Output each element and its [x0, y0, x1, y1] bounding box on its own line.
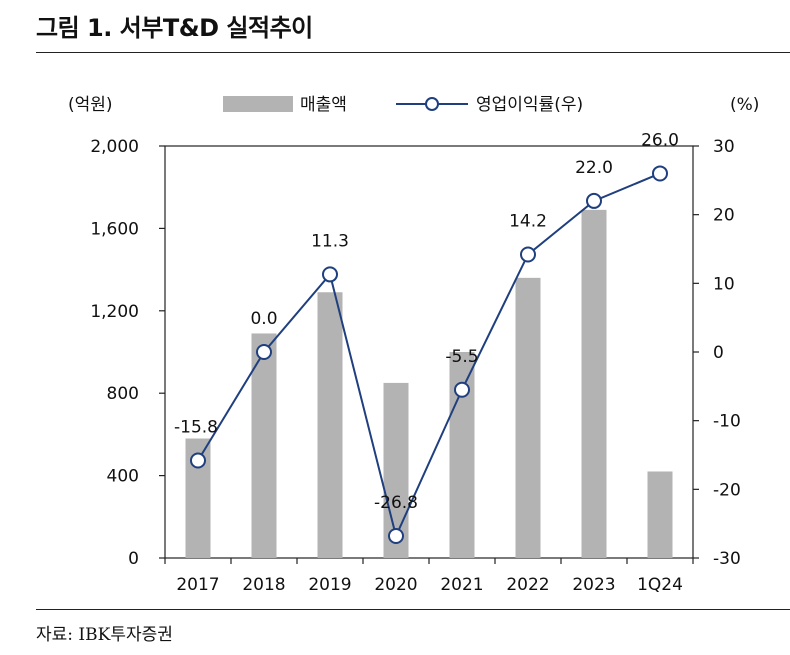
x-tick-label-2019: 2019 — [308, 575, 351, 595]
top-rule — [36, 52, 790, 53]
margin-label-2017: -15.8 — [174, 417, 218, 437]
x-tick-label-1Q24: 1Q24 — [637, 575, 683, 595]
margin-label-2023: 22.0 — [575, 158, 613, 178]
margin-label-2022: 14.2 — [509, 211, 547, 231]
margin-point-2017 — [190, 452, 206, 469]
margin-label-1Q24: 26.0 — [641, 130, 679, 150]
figure-title: 그림 1. 서부T&D 실적추이 — [36, 14, 313, 42]
margin-label-2021: -5.5 — [445, 347, 478, 367]
right-axis-unit: (%) — [730, 95, 759, 115]
margin-label-2020: -26.8 — [374, 493, 418, 513]
bar-1Q24 — [647, 471, 673, 558]
margin-point-1Q24 — [652, 165, 668, 182]
right-tick-label: 10 — [713, 274, 735, 294]
margin-point-2021 — [454, 381, 470, 398]
right-tick-label: -30 — [713, 549, 741, 569]
margin-line — [197, 172, 661, 540]
left-tick-label: 2,000 — [90, 137, 139, 157]
bar-2023 — [581, 209, 607, 559]
margin-point-2022 — [520, 246, 536, 263]
legend-line-marker — [425, 97, 439, 111]
left-tick-label: 800 — [107, 384, 139, 404]
x-tick-label-2021: 2021 — [440, 575, 483, 595]
margin-point-2018 — [256, 344, 272, 360]
left-tick-label: 1,200 — [90, 302, 139, 322]
x-tick-label-2023: 2023 — [572, 575, 615, 595]
x-tick-label-2017: 2017 — [176, 575, 219, 595]
right-tick-label: -20 — [713, 480, 741, 500]
margin-point-2023 — [586, 192, 602, 209]
plot-frame — [164, 145, 694, 559]
x-tick-label-2020: 2020 — [374, 575, 417, 595]
margin-point-2019 — [322, 266, 338, 283]
margin-point-2020 — [388, 528, 404, 545]
margin-label-2018: 0.0 — [250, 309, 277, 329]
right-tick-label: -10 — [713, 412, 741, 432]
x-tick-label-2018: 2018 — [242, 575, 285, 595]
right-tick-label: 30 — [713, 137, 735, 157]
source-note: 자료: IBK투자증권 — [36, 625, 173, 645]
left-axis-unit: (억원) — [68, 95, 113, 115]
x-tick-label-2022: 2022 — [506, 575, 549, 595]
bar-2018 — [251, 333, 277, 558]
legend-line-label: 영업이익률(우) — [476, 95, 583, 115]
bar-2019 — [317, 292, 343, 558]
bar-2022 — [515, 277, 541, 558]
legend-bar-label: 매출액 — [300, 95, 347, 115]
right-tick-label: 20 — [713, 206, 735, 226]
legend-bar-swatch — [223, 96, 293, 112]
right-tick-label: 0 — [713, 343, 724, 363]
left-tick-label: 400 — [107, 467, 139, 487]
left-tick-label: 1,600 — [90, 219, 139, 239]
left-tick-label: 0 — [128, 549, 139, 569]
chart: -15.8 0.0 11.3 -26.8 -5.5 14.2 22.0 26.0 0 400 80… — [68, 95, 759, 595]
bottom-rule — [36, 609, 790, 610]
margin-label-2019: 11.3 — [311, 231, 349, 251]
